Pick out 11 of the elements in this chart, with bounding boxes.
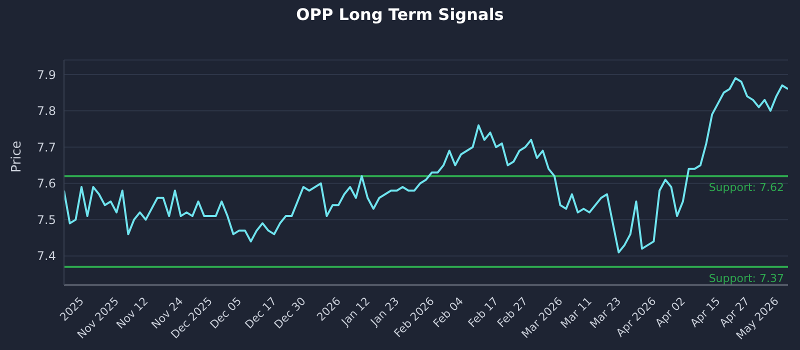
y-tick-label: 7.5 bbox=[36, 212, 56, 227]
y-tick-label: 7.8 bbox=[36, 104, 56, 118]
y-tick-label: 7.6 bbox=[36, 176, 56, 191]
ref-line-label: Support: 7.37 bbox=[708, 272, 784, 285]
line-series bbox=[64, 77, 788, 254]
y-tick-label: 7.7 bbox=[36, 140, 56, 154]
y-tick-label: 7.4 bbox=[36, 249, 56, 264]
y-tick-label: 7.9 bbox=[36, 68, 56, 82]
ref-line-label: Support: 7.62 bbox=[708, 181, 784, 194]
chart-title: OPP Long Term Signals bbox=[295, 4, 505, 26]
y-axis-title: Price bbox=[10, 140, 25, 172]
